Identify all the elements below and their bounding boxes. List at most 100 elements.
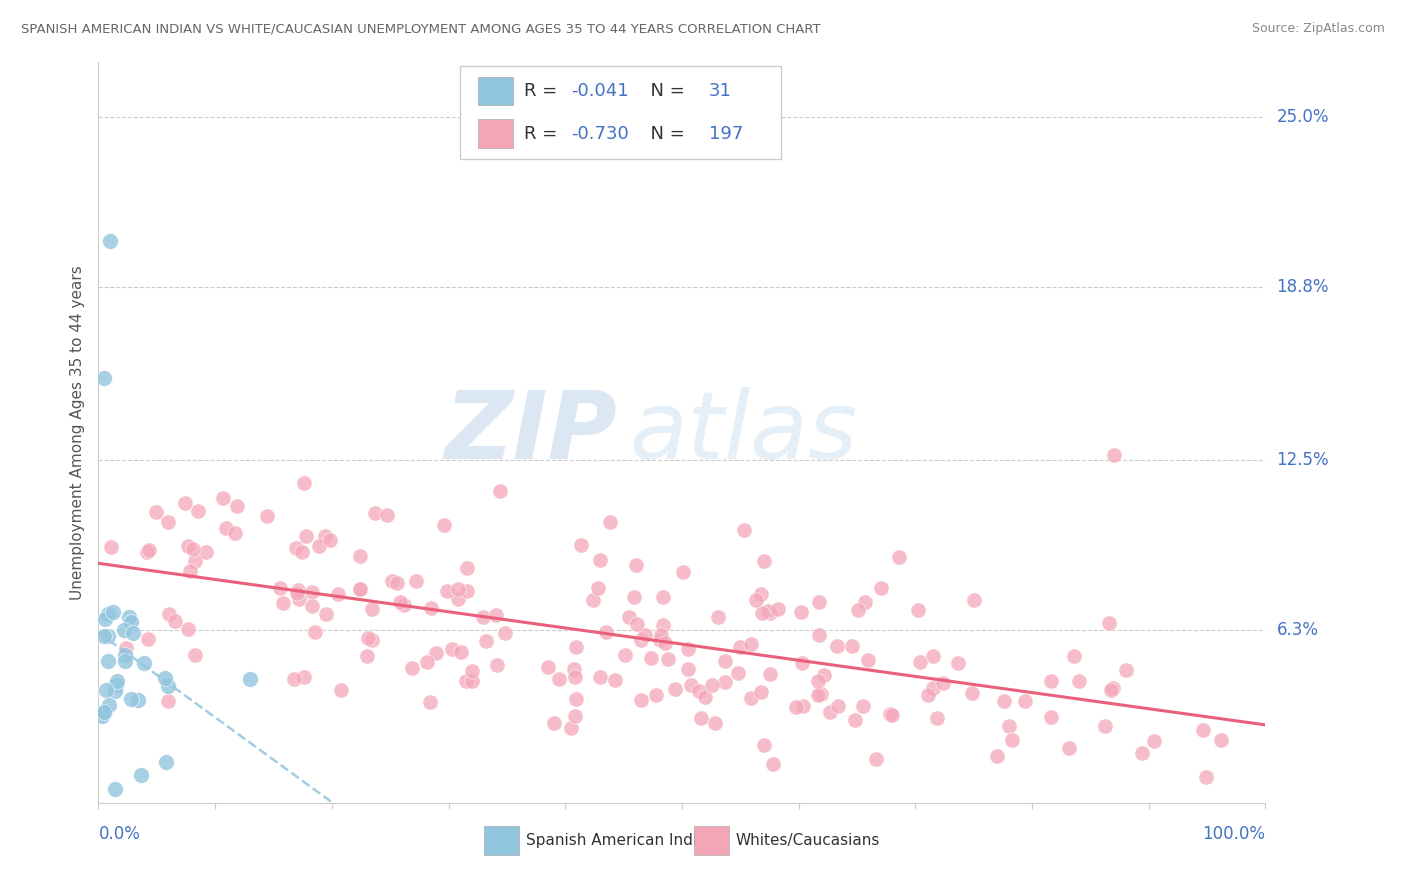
Point <box>456 560 478 574</box>
Point <box>135 545 157 559</box>
Point <box>283 672 305 686</box>
Point <box>93 704 115 718</box>
Text: Whites/Caucasians: Whites/Caucasians <box>735 833 880 848</box>
Point <box>90 708 112 723</box>
Point <box>792 656 814 670</box>
Point <box>285 541 308 556</box>
Point <box>419 695 441 709</box>
Point <box>740 690 762 705</box>
Point <box>361 632 384 647</box>
Point <box>211 491 233 505</box>
Point <box>271 596 294 610</box>
Point <box>693 690 716 704</box>
Point <box>112 623 135 637</box>
Point <box>401 661 423 675</box>
Point <box>357 632 380 646</box>
Point <box>651 618 673 632</box>
Point <box>714 654 737 668</box>
Bar <box>478 78 513 105</box>
Point <box>749 685 772 699</box>
Point <box>589 553 612 567</box>
Point <box>291 545 314 559</box>
Point <box>654 636 676 650</box>
Point <box>537 660 560 674</box>
Point <box>841 639 863 653</box>
Text: 31: 31 <box>709 82 731 100</box>
Text: 18.8%: 18.8% <box>1277 278 1329 296</box>
Point <box>184 648 207 662</box>
Bar <box>693 827 728 855</box>
Point <box>759 667 782 681</box>
Point <box>287 582 309 597</box>
Text: 6.3%: 6.3% <box>1277 621 1319 639</box>
Bar <box>484 827 519 855</box>
Point <box>1098 615 1121 630</box>
Point <box>134 657 156 671</box>
Point <box>1143 734 1166 748</box>
Point <box>569 538 592 552</box>
Point <box>1000 732 1022 747</box>
Point <box>195 545 218 559</box>
Point <box>179 565 201 579</box>
Point <box>97 654 120 668</box>
Point <box>156 679 179 693</box>
Point <box>565 691 588 706</box>
Text: SPANISH AMERICAN INDIAN VS WHITE/CAUCASIAN UNEMPLOYMENT AMONG AGES 35 TO 44 YEAR: SPANISH AMERICAN INDIAN VS WHITE/CAUCASI… <box>21 22 821 36</box>
Point <box>1040 710 1063 724</box>
Point <box>301 599 323 613</box>
Point <box>447 591 470 606</box>
Point <box>288 591 311 606</box>
Point <box>728 640 751 654</box>
Point <box>927 710 949 724</box>
Point <box>98 234 121 248</box>
Point <box>759 606 782 620</box>
Point <box>664 681 686 696</box>
Point <box>301 585 323 599</box>
Point <box>114 654 136 668</box>
Point <box>879 707 901 722</box>
Point <box>922 681 945 695</box>
Point <box>856 653 879 667</box>
Point <box>405 574 427 588</box>
Point <box>690 711 713 725</box>
Point <box>349 582 371 596</box>
Point <box>420 601 443 615</box>
Text: R =: R = <box>524 125 564 143</box>
Point <box>648 632 671 647</box>
Point <box>589 670 612 684</box>
Point <box>603 673 626 687</box>
Point <box>292 475 315 490</box>
Point <box>157 607 180 621</box>
Point <box>256 509 278 524</box>
Point <box>121 625 143 640</box>
Point <box>471 610 494 624</box>
Point <box>922 649 945 664</box>
Point <box>456 583 478 598</box>
Point <box>749 586 772 600</box>
Point <box>1099 682 1122 697</box>
Point <box>127 693 149 707</box>
Point <box>727 665 749 680</box>
Point <box>599 515 621 529</box>
Point <box>645 688 668 702</box>
Point <box>104 782 127 797</box>
Point <box>676 642 699 657</box>
Text: Source: ZipAtlas.com: Source: ZipAtlas.com <box>1251 22 1385 36</box>
Point <box>993 694 1015 708</box>
Point <box>808 595 831 609</box>
Text: 197: 197 <box>709 125 744 143</box>
Point <box>1040 673 1063 688</box>
Point <box>650 628 672 642</box>
Point <box>319 533 342 547</box>
Point <box>751 606 773 620</box>
Point <box>314 528 336 542</box>
Point <box>1102 448 1125 462</box>
Point <box>93 629 115 643</box>
Point <box>702 678 724 692</box>
Text: 25.0%: 25.0% <box>1277 108 1329 127</box>
Point <box>1069 673 1091 688</box>
Point <box>93 706 115 720</box>
Point <box>381 574 404 588</box>
Point <box>613 648 636 663</box>
Point <box>766 602 789 616</box>
